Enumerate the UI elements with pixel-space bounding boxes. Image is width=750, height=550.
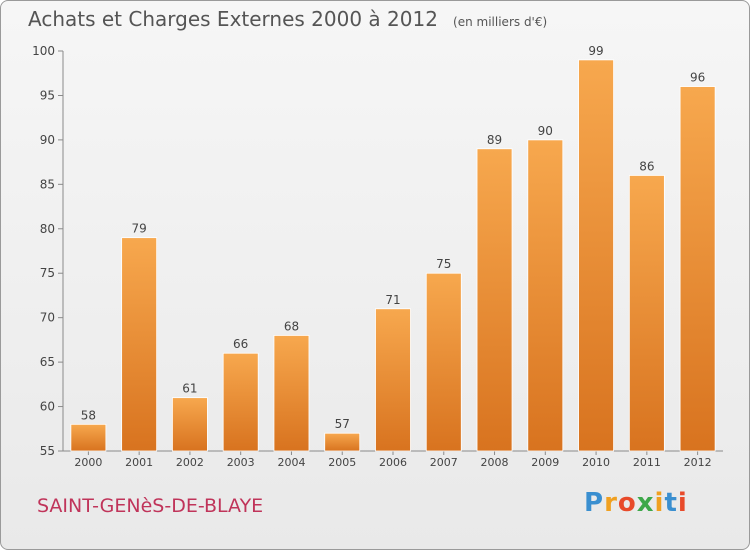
data-label: 86	[639, 159, 654, 173]
brand-logo: Proxiti	[584, 488, 688, 518]
title-row: Achats et Charges Externes 2000 à 2012 (…	[28, 7, 547, 31]
y-tick-label: 85	[40, 177, 55, 191]
data-label: 58	[81, 408, 96, 422]
x-tick-label: 2009	[531, 456, 559, 469]
bar	[425, 272, 462, 452]
bars	[70, 59, 716, 452]
x-tick-label: 2004	[277, 456, 305, 469]
y-tick-label: 55	[40, 444, 55, 458]
brand-letter: o	[617, 488, 637, 518]
data-label: 96	[690, 71, 705, 85]
bar	[578, 59, 614, 452]
y-tick-label: 70	[40, 311, 55, 325]
x-tick-label: 2005	[328, 456, 356, 469]
axes: 55 60 65 70 75 80 85 90 95 100 2000 2001 2002 2003 200…	[32, 44, 723, 469]
x-tick-label: 2000	[74, 456, 102, 469]
data-label: 57	[335, 417, 350, 431]
brand-letter: x	[636, 488, 655, 518]
bar	[679, 86, 716, 452]
data-label: 89	[487, 133, 502, 147]
x-tick-label: 2010	[582, 456, 610, 469]
x-tick-label: 2001	[125, 456, 153, 469]
data-label: 66	[233, 337, 248, 351]
data-label: 71	[385, 293, 400, 307]
data-label: 68	[284, 319, 299, 333]
y-tick-label: 90	[40, 133, 55, 147]
bar	[476, 148, 513, 452]
data-label: 75	[436, 257, 451, 271]
y-tick-label: 60	[40, 400, 55, 414]
data-label: 90	[538, 124, 553, 138]
bar	[527, 139, 564, 452]
bar	[273, 335, 310, 452]
y-tick-label: 100	[32, 44, 55, 58]
x-tick-label: 2011	[633, 456, 661, 469]
bar	[121, 237, 158, 452]
x-tick-label: 2002	[176, 456, 204, 469]
x-tick-label: 2006	[379, 456, 407, 469]
data-label: 99	[588, 44, 603, 58]
bar	[375, 308, 411, 452]
data-labels: 58 79 61 66 68 57 71 75 89 90 99 86 96	[81, 44, 706, 431]
bar	[324, 432, 361, 452]
bar	[172, 397, 208, 452]
data-label: 79	[132, 222, 147, 236]
chart-title: Achats et Charges Externes 2000 à 2012	[28, 7, 438, 31]
x-tick-label: 2008	[481, 456, 509, 469]
bar	[222, 352, 259, 452]
bar	[70, 423, 107, 452]
bar	[628, 175, 665, 452]
chart-subtitle: (en milliers d'€)	[453, 15, 548, 29]
y-tick-label: 95	[40, 88, 55, 102]
y-tick-label: 65	[40, 355, 55, 369]
brand-letter: t	[664, 488, 678, 518]
x-tick-label: 2007	[430, 456, 458, 469]
brand-letter: i	[677, 488, 688, 518]
brand-letter: i	[654, 488, 665, 518]
brand-letter: r	[604, 488, 618, 518]
y-tick-label: 75	[40, 266, 55, 280]
data-label: 61	[182, 382, 197, 396]
x-tick-label: 2003	[227, 456, 255, 469]
y-tick-label: 80	[40, 222, 55, 236]
brand-letter: P	[584, 488, 605, 518]
commune-name: SAINT-GENèS-DE-BLAYE	[37, 495, 264, 517]
x-tick-label: 2012	[684, 456, 712, 469]
